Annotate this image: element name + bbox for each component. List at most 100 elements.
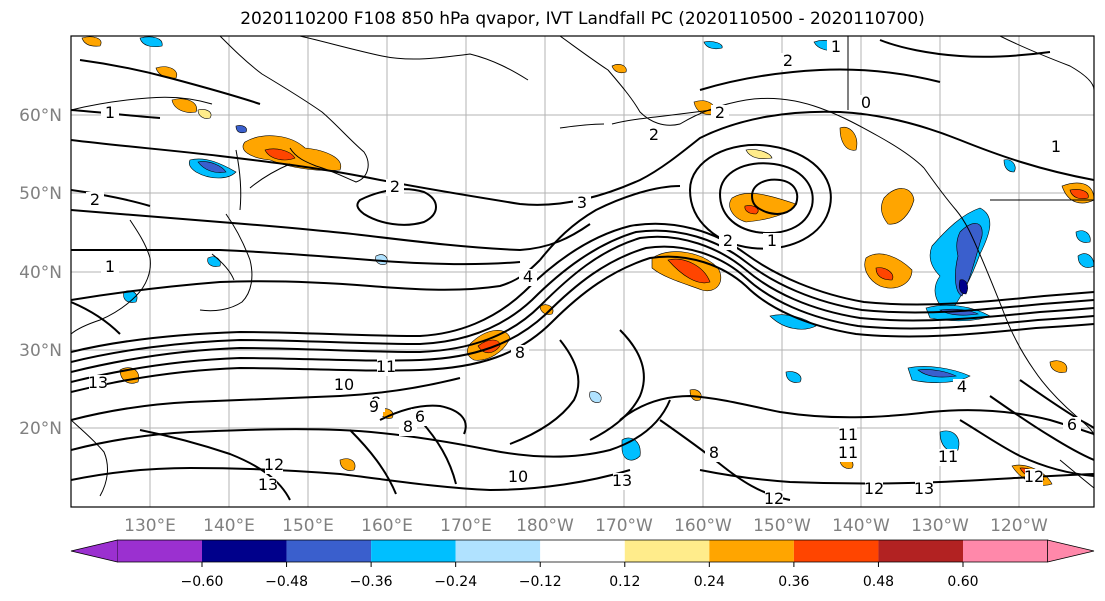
contour-label-bg [399,419,417,436]
contour-label: 12 [1024,467,1044,486]
contour-label-bg [386,179,404,196]
contour-label-bg [1025,469,1043,486]
colorbar-extend-max [1047,539,1095,563]
coastline-segment [71,219,151,335]
shaded-region [339,458,356,471]
contour-label-bg [86,192,104,209]
contour-line [71,466,631,492]
lon-label: 130°E [124,516,176,536]
contour-label-bg [89,375,107,392]
coastline-segment [611,109,713,125]
contour-label-bg [265,457,283,474]
shaded-region [839,126,858,151]
contour-label: 2 [783,51,793,70]
lon-label: 170°W [595,516,653,536]
colorbar-segment [202,540,287,562]
contour-label: 4 [957,377,967,396]
contour-label-bg [1047,139,1065,156]
contour-label: 3 [577,193,587,212]
contour-line [589,329,645,441]
coastline-segment [199,213,253,312]
shaded-region [171,98,197,113]
contour-label: 1 [105,257,115,276]
lat-label: 30°N [19,341,62,361]
contour-label-bg [827,39,845,56]
contour-label-bg [711,105,729,122]
contour-label-bg [613,473,631,490]
lon-label: 180°W [516,516,574,536]
contour-label: 13 [914,479,934,498]
contour-line [71,229,1094,363]
contour-label: 1 [831,37,841,56]
latitude-labels: 60°N 50°N 40°N 30°N 20°N [19,106,62,439]
lon-label: 120°W [990,516,1048,536]
coastline-segment [299,36,529,81]
contour-label: 13 [258,475,278,494]
colorbar-segment [624,540,710,562]
contour-label-bg [365,399,383,416]
contour-label: 1 [767,231,777,250]
colorbar-segment [117,540,202,562]
contour-label: 10 [508,467,528,486]
coastline-segment [559,123,605,129]
shaded-region [955,223,983,297]
contour-label-bg [939,449,957,466]
contour-label: 2 [723,231,733,250]
longitude-labels: 130°E 140°E 150°E 160°E 170°E 180°W 170°W 160°W… [124,516,1048,536]
contour-label: 11 [376,357,396,376]
lon-label: 140°E [203,516,255,536]
contour-label: 1 [105,103,115,122]
coastline-segment [999,36,1094,91]
contour-label: 12 [764,489,784,508]
contour-line [959,419,1094,477]
contour-label: 1 [1051,137,1061,156]
lon-label: 150°W [753,516,811,536]
shaded-region [769,314,817,330]
shaded-region [744,205,759,215]
contour-label-bg [519,269,537,286]
coastline-segment [923,167,979,251]
shaded-region [589,391,602,403]
contour-line [379,404,467,435]
contour-line [71,377,461,421]
shaded-region [917,369,957,378]
contour-labels: 1222120123211411131210886101311981181213… [86,37,1081,508]
coastline-segment [219,36,369,183]
contour-label: 0 [861,93,871,112]
colorbar-segment [540,540,625,562]
contour-label: 11 [938,447,958,466]
contour-line [699,68,941,91]
contour-label-bg [953,379,971,396]
contour-label-bg [779,53,797,70]
lat-label: 50°N [19,184,62,204]
shaded-region [235,125,247,134]
shaded-region [197,161,227,173]
colorbar-ticks: −0.60 −0.48 −0.36 −0.24 −0.12 0.12 0.24 0.36 0.4… [181,562,979,590]
shaded-region [611,64,627,74]
lon-label: 130°W [911,516,969,536]
colorbar-tick-label: 0.12 [609,574,640,590]
contour-label: 11 [838,443,858,462]
shaded-region [939,430,960,452]
contour-label-bg [509,469,527,486]
anomaly-shading [81,36,1094,486]
contour-label-bg [839,427,857,444]
shaded-region [242,135,342,171]
contour-label-bg [335,377,353,394]
shaded-region [958,279,968,295]
colorbar-tick-label: 0.60 [947,574,978,590]
colorbar-tick-label: 0.48 [863,574,894,590]
colorbar-tick-label: −0.48 [265,574,308,590]
contour-line [879,39,1051,58]
contour-line [71,235,1094,373]
shaded-region [264,148,296,161]
map-title: 2020110200 F108 850 hPa qvapor, IVT Land… [240,9,925,29]
contour-label-bg [915,481,933,498]
contour-label: 13 [88,373,108,392]
shaded-region [667,258,711,284]
contour-label-bg [705,445,723,462]
shaded-region [1075,230,1091,243]
contour-label-bg [645,127,663,144]
shaded-region [197,109,212,119]
